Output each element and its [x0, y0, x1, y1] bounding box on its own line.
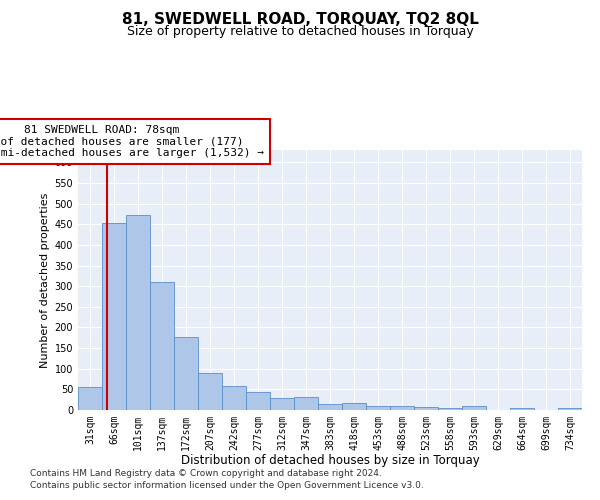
Bar [246, 392, 270, 410]
X-axis label: Distribution of detached houses by size in Torquay: Distribution of detached houses by size … [181, 454, 479, 468]
Bar [510, 408, 534, 410]
Bar [318, 404, 342, 410]
Bar [270, 398, 294, 410]
Bar [174, 338, 198, 410]
Y-axis label: Number of detached properties: Number of detached properties [40, 192, 50, 368]
Bar [198, 374, 222, 410]
Text: 81 SWEDWELL ROAD: 78sqm
← 10% of detached houses are smaller (177)
89% of semi-d: 81 SWEDWELL ROAD: 78sqm ← 10% of detache… [0, 125, 264, 158]
Text: Contains public sector information licensed under the Open Government Licence v3: Contains public sector information licen… [30, 481, 424, 490]
Text: Size of property relative to detached houses in Torquay: Size of property relative to detached ho… [127, 25, 473, 38]
Bar [102, 224, 126, 410]
Bar [78, 388, 102, 410]
Bar [462, 406, 486, 410]
Bar [294, 397, 318, 410]
Text: Contains HM Land Registry data © Crown copyright and database right 2024.: Contains HM Land Registry data © Crown c… [30, 468, 382, 477]
Bar [150, 282, 174, 410]
Bar [558, 408, 582, 410]
Bar [342, 404, 366, 410]
Bar [438, 408, 462, 410]
Bar [366, 406, 390, 410]
Bar [126, 215, 150, 410]
Text: 81, SWEDWELL ROAD, TORQUAY, TQ2 8QL: 81, SWEDWELL ROAD, TORQUAY, TQ2 8QL [122, 12, 478, 28]
Bar [390, 406, 414, 410]
Bar [414, 407, 438, 410]
Bar [222, 386, 246, 410]
